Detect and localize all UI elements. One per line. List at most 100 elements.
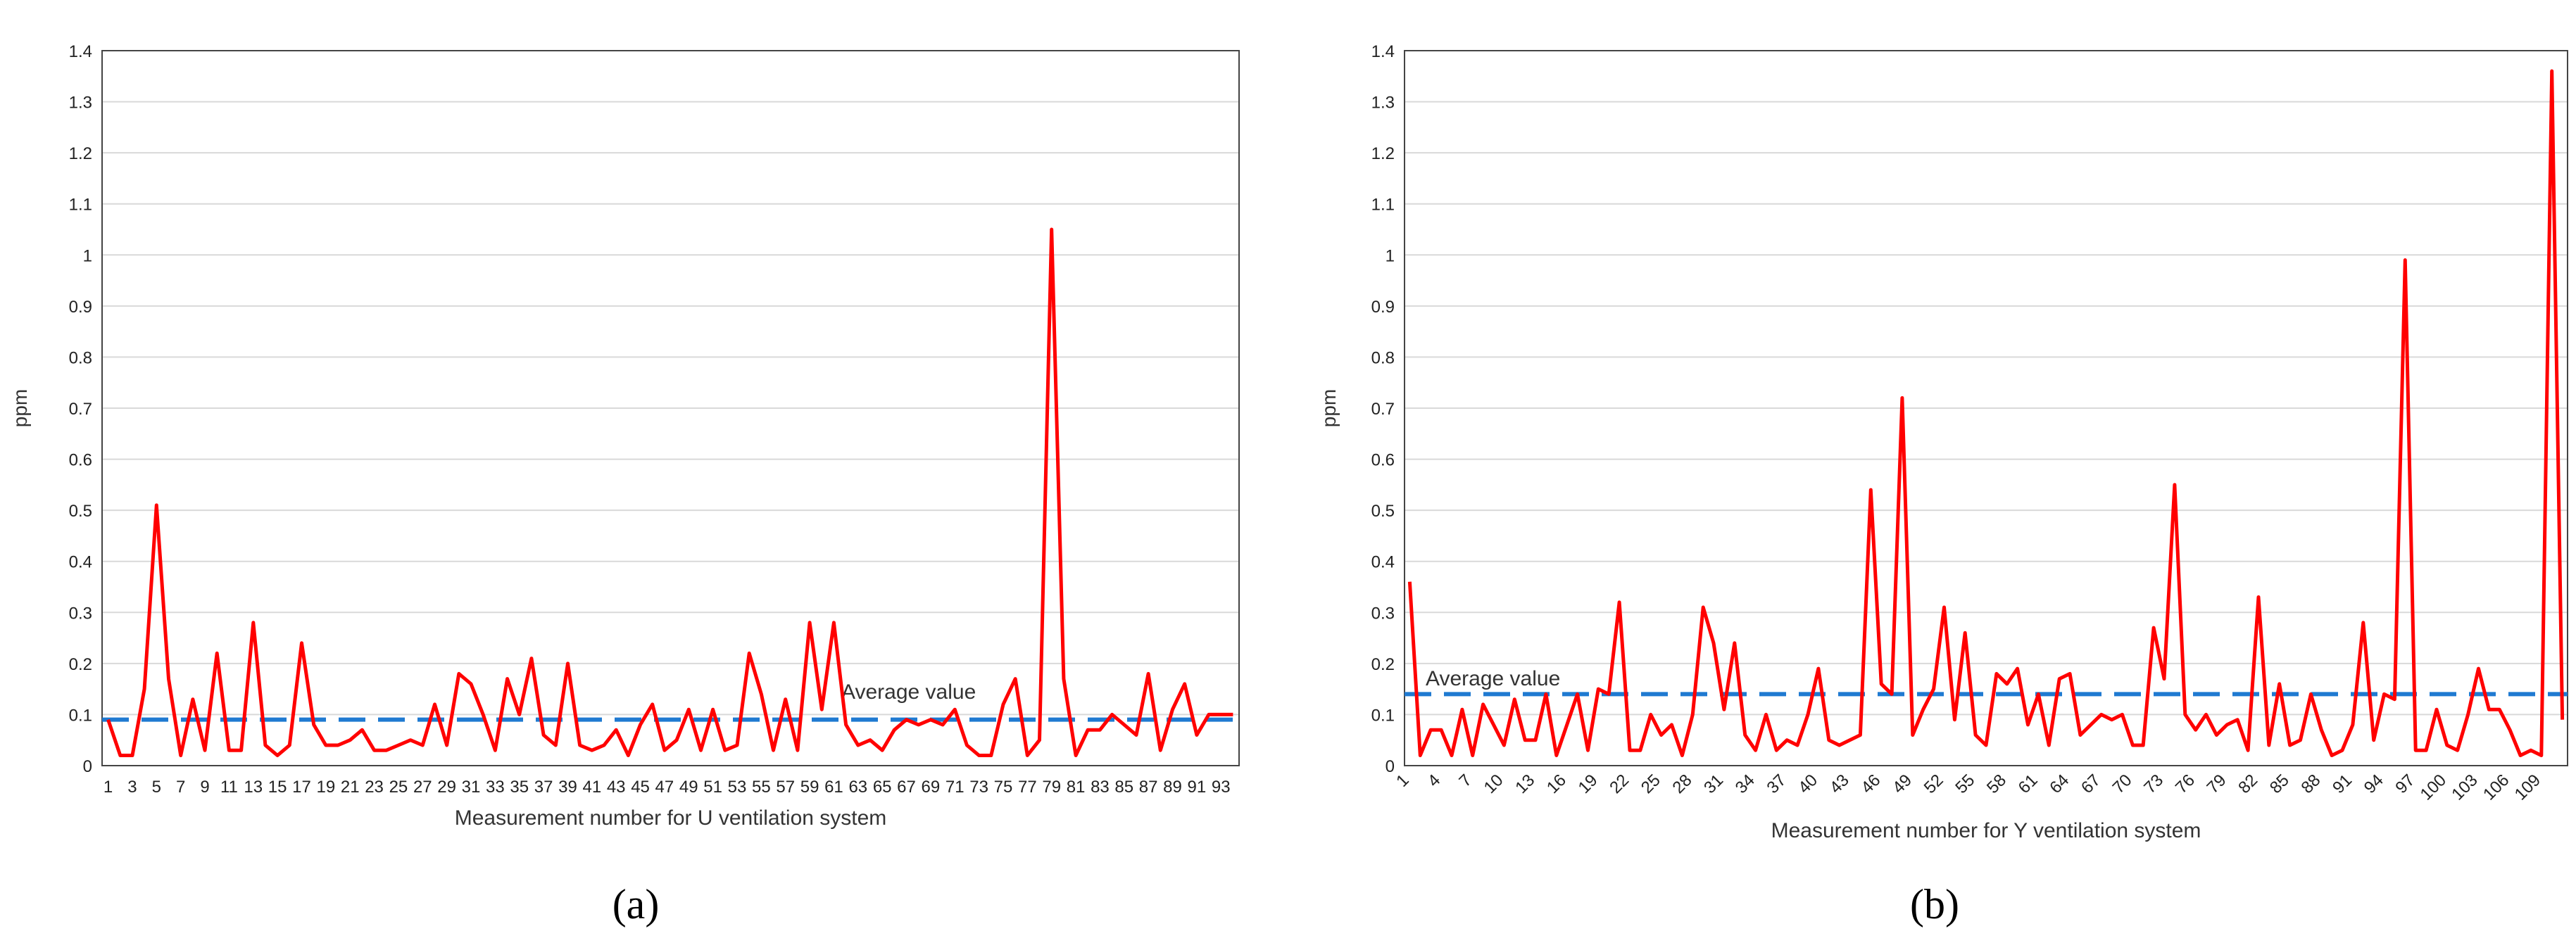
chart-panel-b: 0 0.1 0.2 0.3 0.4 0.5 0.6 0.7 0.8 0.9 1 1.1 1.2 1.3 1.… xyxy=(1318,42,2568,927)
y-tick-label: 1.2 xyxy=(69,144,92,163)
x-tick-label: 49 xyxy=(679,778,698,797)
x-tick-label: 31 xyxy=(1700,771,1727,797)
x-tick-label: 77 xyxy=(1018,778,1037,797)
x-tick-label: 103 xyxy=(2448,771,2481,804)
series-line xyxy=(106,227,1233,757)
x-tick-label: 9 xyxy=(200,778,209,797)
x-tick-label: 94 xyxy=(2361,771,2387,797)
y-tick-label: 0 xyxy=(1386,757,1395,776)
series-line xyxy=(1407,69,2565,757)
x-tick-label: 22 xyxy=(1606,771,1633,797)
x-tick-label: 64 xyxy=(2046,771,2073,797)
y-tick-label: 1 xyxy=(1386,246,1395,265)
y-axis-label: ppm xyxy=(9,389,31,427)
x-tick-label: 55 xyxy=(752,778,771,797)
x-tick-label: 85 xyxy=(2266,771,2293,797)
y-tick-label: 0.9 xyxy=(1371,298,1395,317)
x-tick-label: 87 xyxy=(1139,778,1158,797)
x-tick-label: 19 xyxy=(1575,771,1602,797)
y-tick-label: 0 xyxy=(83,757,92,776)
average-label: Average value xyxy=(1426,667,1560,690)
x-tick-label: 106 xyxy=(2480,771,2513,804)
x-tick-label: 81 xyxy=(1067,778,1086,797)
y-tick-label: 0.4 xyxy=(1371,553,1395,572)
y-tick-label: 0.2 xyxy=(1371,655,1395,674)
x-tick-label: 59 xyxy=(800,778,819,797)
x-tick-label: 67 xyxy=(897,778,916,797)
x-tick-label: 1 xyxy=(103,778,113,797)
y-tick-label: 1.2 xyxy=(1371,144,1395,163)
x-tick-label: 16 xyxy=(1543,771,1570,797)
x-tick-label: 69 xyxy=(922,778,941,797)
x-tick-label: 25 xyxy=(1638,771,1664,797)
plot-frame xyxy=(1404,50,2568,766)
y-tick-label: 1.1 xyxy=(1371,196,1395,215)
x-tick-label: 57 xyxy=(776,778,795,797)
x-tick-label: 11 xyxy=(220,778,238,797)
x-tick-label: 31 xyxy=(462,778,481,797)
y-tick-label: 0.9 xyxy=(69,298,92,317)
x-tick-label: 17 xyxy=(292,778,311,797)
x-tick-label: 75 xyxy=(994,778,1013,797)
x-tick-label: 4 xyxy=(1424,771,1445,791)
x-tick-label: 100 xyxy=(2417,771,2450,804)
y-tick-label: 0.3 xyxy=(1371,604,1395,623)
x-tick-label: 7 xyxy=(1455,771,1476,791)
x-tick-label: 5 xyxy=(152,778,161,797)
x-tick-label: 41 xyxy=(582,778,601,797)
x-tick-label: 63 xyxy=(848,778,867,797)
x-tick-label: 46 xyxy=(1857,771,1884,797)
x-tick-label: 35 xyxy=(510,778,529,797)
x-tick-label: 49 xyxy=(1889,771,1916,797)
y-tick-label: 0.6 xyxy=(69,451,92,470)
x-tick-label: 73 xyxy=(2140,771,2167,797)
x-tick-label: 43 xyxy=(1826,771,1853,797)
x-tick-label: 58 xyxy=(1983,771,2010,797)
x-tick-label: 79 xyxy=(1042,778,1061,797)
x-tick-label: 91 xyxy=(2329,771,2356,797)
y-tick-label: 0.8 xyxy=(69,348,92,367)
x-tick-label: 33 xyxy=(486,778,505,797)
x-tick-label: 27 xyxy=(413,778,432,797)
x-tick-label: 25 xyxy=(389,778,408,797)
x-tick-label: 21 xyxy=(341,778,360,797)
average-label: Average value xyxy=(841,680,976,704)
x-tick-label: 71 xyxy=(945,778,965,797)
y-tick-label: 0.7 xyxy=(69,400,92,419)
x-tick-label: 51 xyxy=(703,778,722,797)
x-tick-label: 65 xyxy=(873,778,892,797)
y-tick-label: 0.8 xyxy=(1371,348,1395,367)
y-tick-label: 1.4 xyxy=(69,42,92,61)
x-tick-label: 45 xyxy=(631,778,650,797)
x-tick-label: 82 xyxy=(2235,771,2261,797)
x-tick-label: 76 xyxy=(2172,771,2199,797)
x-tick-label: 79 xyxy=(2204,771,2230,797)
x-tick-label: 83 xyxy=(1091,778,1110,797)
x-tick-label: 53 xyxy=(728,778,747,797)
panel-label: (b) xyxy=(1910,881,1959,927)
y-tick-label: 0.1 xyxy=(1371,706,1395,725)
x-tick-label: 39 xyxy=(558,778,577,797)
y-tick-label: 1 xyxy=(83,246,92,265)
x-tick-label: 13 xyxy=(1512,771,1538,797)
x-tick-label: 10 xyxy=(1481,771,1507,797)
plot-frame xyxy=(101,50,1240,766)
y-tick-label: 1.3 xyxy=(69,94,92,113)
y-tick-label: 0.3 xyxy=(69,604,92,623)
x-tick-label: 1 xyxy=(1393,771,1413,791)
y-tick-label: 1.4 xyxy=(1371,42,1395,61)
x-tick-label: 85 xyxy=(1114,778,1133,797)
y-tick-label: 0.1 xyxy=(69,706,92,725)
x-tick-label: 19 xyxy=(316,778,335,797)
x-tick-label: 34 xyxy=(1732,771,1759,797)
x-tick-label: 28 xyxy=(1669,771,1696,797)
x-tick-label: 88 xyxy=(2298,771,2325,797)
panel-label: (a) xyxy=(612,881,660,927)
x-tick-label: 37 xyxy=(534,778,553,797)
x-tick-label: 70 xyxy=(2109,771,2136,797)
x-tick-label: 37 xyxy=(1763,771,1790,797)
x-tick-label: 3 xyxy=(127,778,137,797)
x-tick-label: 67 xyxy=(2078,771,2104,797)
x-tick-label: 47 xyxy=(655,778,674,797)
